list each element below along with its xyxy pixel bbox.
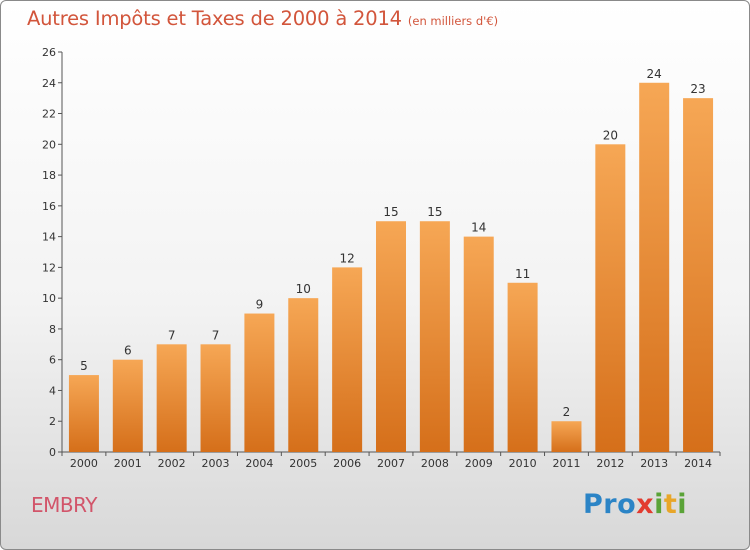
- x-tick-label: 2010: [509, 457, 537, 470]
- data-label: 10: [296, 282, 311, 296]
- y-tick-label: 18: [42, 169, 56, 182]
- data-label: 6: [124, 344, 132, 358]
- data-label: 15: [383, 205, 398, 219]
- bar: [463, 236, 494, 452]
- logo-part: t: [663, 489, 678, 520]
- y-tick-label: 24: [42, 77, 56, 90]
- x-tick-label: 2007: [377, 457, 405, 470]
- logo-part: i: [677, 489, 688, 520]
- y-tick-label: 22: [42, 108, 56, 121]
- x-tick-label: 2001: [114, 457, 142, 470]
- y-tick-label: 12: [42, 261, 56, 274]
- data-label: 14: [471, 221, 486, 235]
- x-tick-label: 2013: [640, 457, 668, 470]
- chart-title: Autres Impôts et Taxes de 2000 à 2014 (en…: [27, 7, 498, 30]
- x-tick-label: 2006: [333, 457, 361, 470]
- x-tick-label: 2011: [552, 457, 580, 470]
- y-tick-label: 10: [42, 292, 56, 305]
- data-label: 7: [168, 328, 176, 342]
- bar: [376, 221, 406, 452]
- x-tick-label: 2012: [596, 457, 624, 470]
- x-tick-label: 2008: [421, 457, 449, 470]
- bar: [595, 144, 626, 453]
- bar: [419, 221, 450, 452]
- data-label: 23: [690, 82, 705, 96]
- x-tick-label: 2014: [684, 457, 712, 470]
- y-tick-label: 8: [49, 323, 56, 336]
- data-label: 9: [256, 298, 264, 312]
- y-tick-label: 14: [42, 231, 56, 244]
- proxiti-logo: Proxiti: [583, 489, 687, 520]
- x-tick-label: 2004: [245, 457, 273, 470]
- data-label: 5: [80, 359, 88, 373]
- data-label: 12: [339, 251, 354, 265]
- bar: [683, 98, 714, 453]
- logo-part: Pro: [583, 489, 637, 520]
- bar: [551, 421, 582, 452]
- y-tick-label: 6: [49, 354, 56, 367]
- y-tick-label: 2: [49, 415, 56, 428]
- x-tick-label: 2002: [158, 457, 186, 470]
- y-tick-label: 4: [49, 384, 56, 397]
- x-tick-label: 2005: [289, 457, 317, 470]
- chart-title-text: Autres Impôts et Taxes de 2000 à 2014: [27, 7, 402, 30]
- y-tick-label: 0: [49, 446, 56, 459]
- bar: [68, 375, 99, 452]
- bar: [156, 344, 187, 452]
- data-label: 7: [212, 328, 220, 342]
- logo-part: i: [654, 489, 664, 520]
- bar: [639, 82, 670, 453]
- data-label: 24: [647, 67, 662, 81]
- bar: [244, 313, 275, 452]
- x-tick-label: 2000: [70, 457, 98, 470]
- bar: [112, 359, 143, 452]
- logo-part: x: [636, 489, 655, 520]
- x-tick-label: 2003: [202, 457, 230, 470]
- data-label: 11: [515, 267, 530, 281]
- bar: [507, 282, 538, 452]
- y-tick-label: 26: [42, 46, 56, 59]
- commune-name: EMBRY: [31, 493, 97, 517]
- chart-subtitle: (en milliers d'€): [407, 14, 499, 28]
- bar: [332, 267, 363, 452]
- x-tick-label: 2009: [465, 457, 493, 470]
- y-tick-label: 16: [42, 200, 56, 213]
- data-label: 15: [427, 205, 442, 219]
- data-label: 20: [603, 128, 618, 142]
- bar: [288, 298, 319, 452]
- y-tick-label: 20: [42, 138, 56, 151]
- data-label: 2: [563, 405, 571, 419]
- bar: [200, 344, 231, 452]
